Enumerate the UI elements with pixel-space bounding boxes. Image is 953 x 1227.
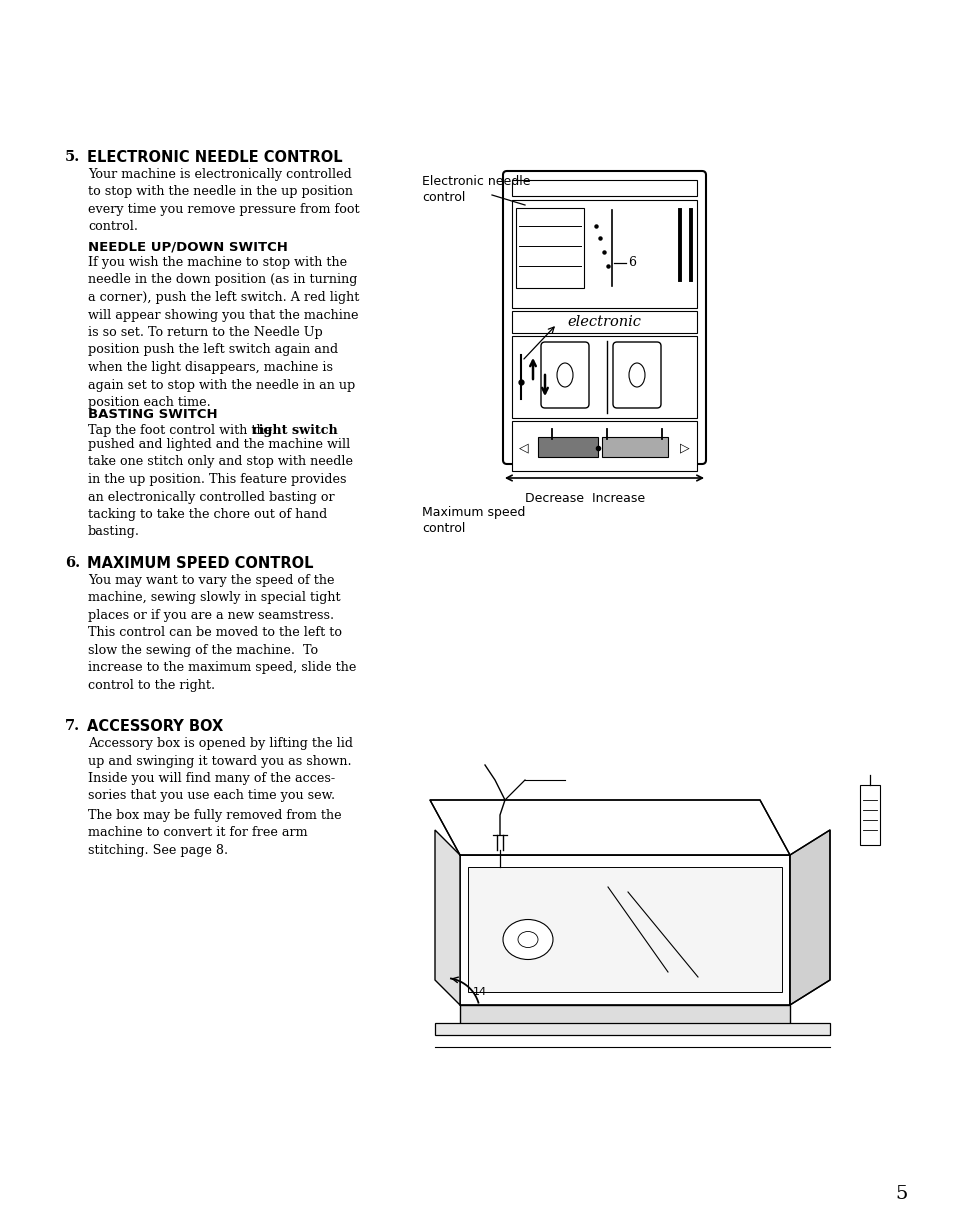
- Text: 5.: 5.: [65, 150, 80, 164]
- Bar: [435, 1023, 829, 1036]
- Bar: [512, 310, 697, 333]
- Text: pushed and lighted and the machine will
take one stitch only and stop with needl: pushed and lighted and the machine will …: [88, 438, 353, 539]
- Bar: [512, 180, 697, 196]
- Ellipse shape: [628, 363, 644, 387]
- Text: electronic: electronic: [567, 315, 640, 329]
- Ellipse shape: [502, 919, 553, 960]
- Text: ◁: ◁: [518, 442, 528, 454]
- Polygon shape: [789, 829, 829, 1005]
- Text: If you wish the machine to stop with the
needle in the down position (as in turn: If you wish the machine to stop with the…: [88, 256, 359, 409]
- Text: 6.: 6.: [65, 556, 80, 571]
- Text: 14: 14: [473, 987, 487, 998]
- Bar: [601, 437, 668, 456]
- Text: ELECTRONIC NEEDLE CONTROL: ELECTRONIC NEEDLE CONTROL: [87, 150, 342, 164]
- Bar: [512, 336, 697, 418]
- FancyBboxPatch shape: [613, 342, 660, 409]
- Text: BASTING SWITCH: BASTING SWITCH: [88, 409, 217, 421]
- Text: ▷: ▷: [679, 442, 689, 454]
- Text: MAXIMUM SPEED CONTROL: MAXIMUM SPEED CONTROL: [87, 556, 314, 571]
- Polygon shape: [430, 800, 789, 855]
- Ellipse shape: [557, 363, 573, 387]
- Bar: [459, 855, 789, 1005]
- Bar: [512, 421, 697, 471]
- Text: 5: 5: [894, 1185, 906, 1202]
- FancyBboxPatch shape: [502, 171, 705, 464]
- Bar: [512, 200, 697, 308]
- Ellipse shape: [517, 931, 537, 947]
- Text: Accessory box is opened by lifting the lid
up and swinging it toward you as show: Accessory box is opened by lifting the l…: [88, 737, 353, 802]
- Bar: [459, 1005, 789, 1025]
- Text: Tap the foot control with the: Tap the foot control with the: [88, 425, 275, 437]
- Text: Maximum speed
control: Maximum speed control: [421, 506, 525, 535]
- Text: Your machine is electronically controlled
to stop with the needle in the up posi: Your machine is electronically controlle…: [88, 168, 359, 233]
- Bar: [859, 785, 879, 845]
- Text: The box may be fully removed from the
machine to convert it for free arm
stitchi: The box may be fully removed from the ma…: [88, 809, 341, 856]
- Bar: [537, 437, 598, 456]
- Text: ACCESSORY BOX: ACCESSORY BOX: [87, 719, 223, 734]
- Text: NEEDLE UP/DOWN SWITCH: NEEDLE UP/DOWN SWITCH: [88, 240, 288, 253]
- Polygon shape: [435, 829, 459, 1005]
- Text: You may want to vary the speed of the
machine, sewing slowly in special tight
pl: You may want to vary the speed of the ma…: [88, 574, 356, 692]
- Bar: [468, 867, 781, 991]
- FancyBboxPatch shape: [540, 342, 588, 409]
- Text: right switch: right switch: [252, 425, 337, 437]
- Text: Electronic needle
control: Electronic needle control: [421, 175, 530, 204]
- Text: 6: 6: [627, 256, 636, 270]
- Text: Decrease  Increase: Decrease Increase: [524, 492, 644, 506]
- Text: 7.: 7.: [65, 719, 80, 733]
- Bar: [516, 209, 583, 288]
